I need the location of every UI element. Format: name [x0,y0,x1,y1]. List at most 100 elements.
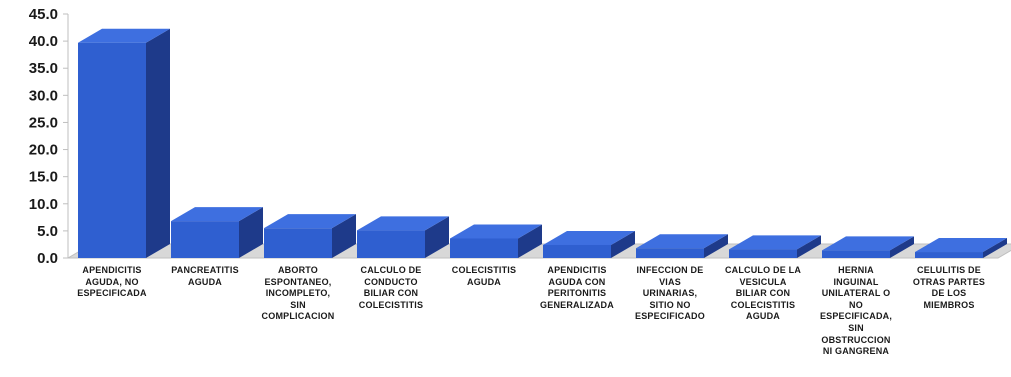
x-category-label-line: COMPLICACION [261,311,335,322]
x-category-label-line: ESPECIFICADA, [819,311,893,322]
bar-front [636,248,704,258]
bar-top [915,238,1007,253]
bar-top [78,28,170,43]
x-category-label-line: DE LOS [931,288,967,299]
bar-side [890,236,914,258]
x-category-label-line: BILIAR CON [735,288,791,299]
x-category-label-line: GENERALIZADA [540,299,614,310]
x-category-label-line: OTRAS PARTES [912,276,986,287]
bar [915,238,1007,258]
x-category-label: CALCULO DE LA VESICULA BILIAR CON COLECISTI… [721,265,805,323]
x-category-label-line: VIAS [659,276,681,287]
bar [543,230,635,258]
bar-side [797,235,821,258]
bar-front [264,228,332,258]
y-tick-label: 5.0 [37,223,58,240]
x-category-label-line: NO [849,299,863,310]
y-tick-label: 30.0 [29,87,58,104]
bar-side [611,230,635,258]
bar [171,207,263,258]
x-category-label: HERNIA INGUINAL UNILATERAL O NO ESPECIFICADA… [814,265,898,358]
x-category-label-line: SIN [848,322,864,333]
x-category-label-line: APENDICITIS [82,265,142,275]
x-category-label-line: ESPONTANEO, [264,276,332,287]
x-category-label: COLECISTITIS AGUDA [442,265,526,288]
x-category-label-line: AGUDA [467,276,501,287]
bar-top [636,234,728,249]
x-category-label-line: CALCULO DE LA [724,265,802,275]
bar-top [264,214,356,229]
bar [636,234,728,258]
bar [450,224,542,258]
x-category-label-line: VESICULA [739,276,787,287]
x-category-label-line: UNILATERAL O [821,288,891,299]
bar-top [450,224,542,239]
bar-front [915,252,983,258]
y-tick-label: 45.0 [29,6,58,23]
x-category-label-line: AGUDA [746,311,780,322]
x-category-label-line: BILIAR CON [363,288,419,299]
bar-front [450,238,518,258]
x-category-label-line: COLECISTITIS [451,265,517,275]
bar-top [729,235,821,250]
bar-front [543,244,611,258]
y-tick-label: 35.0 [29,60,58,77]
y-tick-label: 10.0 [29,196,58,213]
bar-side [983,238,1007,258]
bar-front [729,249,797,258]
bar-side [425,216,449,258]
x-category-label-line: PERITONITIS [547,288,607,299]
bar-top [171,207,263,222]
x-category-label-line: NI GANGRENA [822,346,890,357]
bar [264,214,356,258]
x-category-label-line: COLECISTITIS [730,299,796,310]
x-category-label-line: COLECISTITIS [358,299,424,310]
x-category-label: APENDICITIS AGUDA CON PERITONITIS GENERALIZ… [535,265,619,311]
x-category-label-line: APENDICITIS [547,265,607,275]
x-category-label-line: INCOMPLETO, [265,288,331,299]
x-category-label-line: ABORTO [277,265,319,275]
x-category-label-line: ESPECIFICADO [635,311,705,322]
x-category-label: CELULITIS DE OTRAS PARTES DE LOS MIEMBROS [907,265,991,311]
bar-front [822,250,890,258]
bar-side [704,234,728,258]
y-tick-label: 25.0 [29,114,58,131]
x-category-label-line: OBSTRUCCION [821,334,891,345]
y-tick-label: 0.0 [37,250,58,267]
x-category-label-line: SITIO NO [649,299,691,310]
x-category-label-line: PANCREATITIS [171,265,239,275]
bar [78,28,170,258]
x-category-label: PANCREATITIS AGUDA [163,265,247,288]
bar-side [146,28,170,258]
bar-front [171,221,239,258]
bar-front [78,42,146,258]
x-category-label-line: INFECCION DE [636,265,704,275]
bar-top [357,216,449,231]
y-tick-label: 15.0 [29,169,58,186]
bar [729,235,821,258]
y-tick-label: 40.0 [29,33,58,50]
x-category-label-line: AGUDA CON [548,276,606,287]
bar [357,216,449,258]
bar-side [239,207,263,258]
x-category-label-line: AGUDA [188,276,222,287]
bar-side [332,214,356,258]
bar-top [822,236,914,251]
x-category-label-line: SIN [290,299,306,310]
x-category-label: CALCULO DE CONDUCTO BILIAR CON COLECISTITIS [349,265,433,311]
bar-front [357,230,425,258]
x-category-label-line: HERNIA [838,265,874,275]
bar-top [543,230,635,245]
x-category-label-line: CELULITIS DE [917,265,981,275]
bar [822,236,914,258]
x-category-label-line: CALCULO DE [360,265,422,275]
x-category-label-line: MIEMBROS [923,299,975,310]
y-tick-label: 20.0 [29,142,58,159]
bar-side [518,224,542,258]
x-category-label-line: URINARIAS, [642,288,698,299]
x-category-label: APENDICITIS AGUDA, NO ESPECIFICADA [70,265,154,300]
x-category-label-line: ESPECIFICADA [77,288,147,299]
x-category-label: INFECCION DE VIAS URINARIAS, SITIO NO ESPECI… [628,265,712,323]
x-category-label-line: INGUINAL [833,276,879,287]
